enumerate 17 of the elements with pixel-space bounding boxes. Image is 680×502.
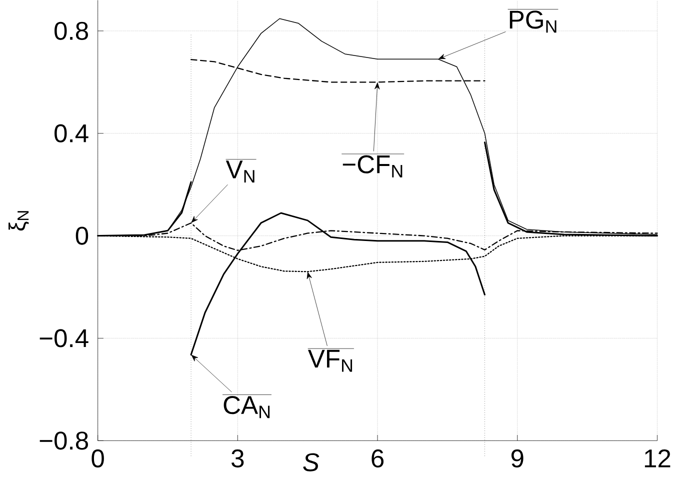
y-tick-label: 0.8	[54, 22, 88, 40]
annotation: VF$_{N}$	[308, 350, 352, 372]
x-tick-label: 9	[511, 450, 524, 468]
annotation: −CF$_{N}$	[342, 155, 402, 178]
y-tick-label: −0.8	[40, 432, 88, 450]
y-tick-label: −0.4	[40, 329, 88, 348]
annotation: PG$_{N}$	[510, 10, 556, 33]
x-tick-label: 6	[372, 450, 384, 468]
annotation: V$_{N}$	[226, 160, 254, 183]
x-tick-label: 3	[232, 450, 244, 468]
x-tick-label: 0	[92, 450, 104, 468]
annotation: CA$_{N}$	[224, 396, 270, 418]
y-tick-label: 0	[76, 226, 88, 246]
x-tick-label: 12	[644, 450, 670, 468]
y-axis-title: ξ$_{N}$	[8, 211, 29, 231]
y-tick-label: 0.4	[54, 124, 88, 143]
x-axis-title: S	[303, 453, 320, 472]
